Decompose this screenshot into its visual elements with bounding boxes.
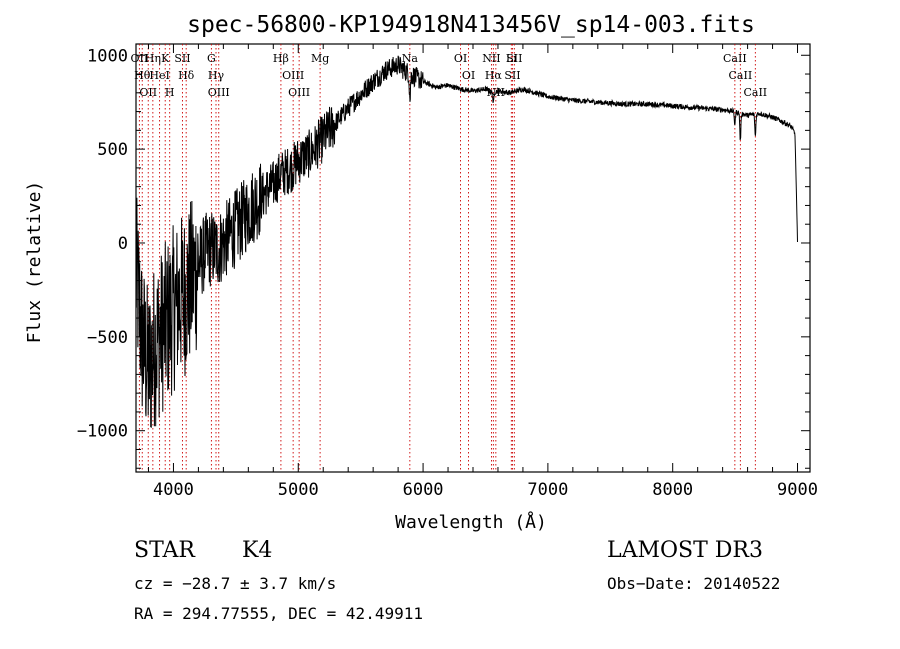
- spectrum-line: [135, 55, 798, 428]
- chart-title: spec-56800-KP194918N413456V_sp14-003.fit…: [187, 12, 755, 38]
- x-axis-label: Wavelength (Å): [395, 511, 547, 533]
- line-marker-label: Hβ: [273, 52, 289, 65]
- spectral-subclass: K4: [242, 538, 273, 563]
- line-marker-label: CaII: [729, 69, 753, 82]
- x-tick-labels: 4000 5000 6000 7000 8000 9000: [153, 480, 818, 500]
- x-tick-label: 7000: [527, 480, 568, 500]
- axis-ticks: [136, 44, 810, 472]
- line-marker-label: Li: [506, 52, 517, 65]
- x-tick-label: 6000: [403, 480, 444, 500]
- y-tick-label: 500: [97, 140, 128, 160]
- line-marker-label: OIII: [288, 86, 310, 99]
- line-marker-label: HeI: [149, 69, 169, 82]
- y-tick-label: −500: [87, 328, 128, 348]
- line-marker-label: NII: [482, 52, 500, 65]
- line-marker-label: SII: [174, 52, 190, 65]
- line-marker-label: OII: [139, 86, 157, 99]
- line-marker-label: Na: [402, 52, 419, 65]
- line-marker-label: Hδ: [178, 69, 195, 82]
- line-marker-label: OIII: [208, 86, 230, 99]
- redshift-value: cz = −28.7 ± 3.7 km/s: [134, 574, 337, 593]
- y-tick-label: −1000: [77, 422, 128, 442]
- y-axis-label: Flux (relative): [24, 181, 45, 344]
- line-marker-label: Hγ: [208, 69, 225, 82]
- line-marker-label: K: [161, 52, 170, 65]
- line-marker-label: SII: [506, 52, 522, 65]
- observation-date: Obs−Date: 20140522: [607, 574, 781, 593]
- line-marker-label: OI: [454, 52, 467, 65]
- line-marker-label: CaII: [723, 52, 747, 65]
- line-marker-label: SII: [504, 69, 520, 82]
- survey-name: LAMOST DR3: [607, 538, 763, 563]
- line-marker-label: OI: [462, 69, 475, 82]
- x-tick-label: 8000: [652, 480, 693, 500]
- line-marker-label: Hη: [145, 52, 161, 65]
- x-tick-label: 5000: [278, 480, 319, 500]
- y-tick-labels: −1000 −500 0 500 1000: [77, 46, 128, 441]
- y-tick-label: 0: [118, 234, 128, 254]
- object-class: STAR: [134, 538, 195, 563]
- line-markers: [138, 44, 756, 472]
- y-tick-label: 1000: [87, 46, 128, 66]
- coordinates: RA = 294.77555, DEC = 42.49911: [134, 604, 423, 623]
- line-marker-label: G: [207, 52, 216, 65]
- line-marker-label: OIII: [282, 69, 304, 82]
- line-marker-label: Hθ: [134, 69, 151, 82]
- x-tick-label: 9000: [777, 480, 818, 500]
- line-marker-label: CaII: [743, 86, 767, 99]
- line-marker-label: H: [165, 86, 175, 99]
- x-tick-label: 4000: [153, 480, 194, 500]
- line-marker-label: Hα: [485, 69, 503, 82]
- line-marker-label: Mg: [311, 52, 329, 65]
